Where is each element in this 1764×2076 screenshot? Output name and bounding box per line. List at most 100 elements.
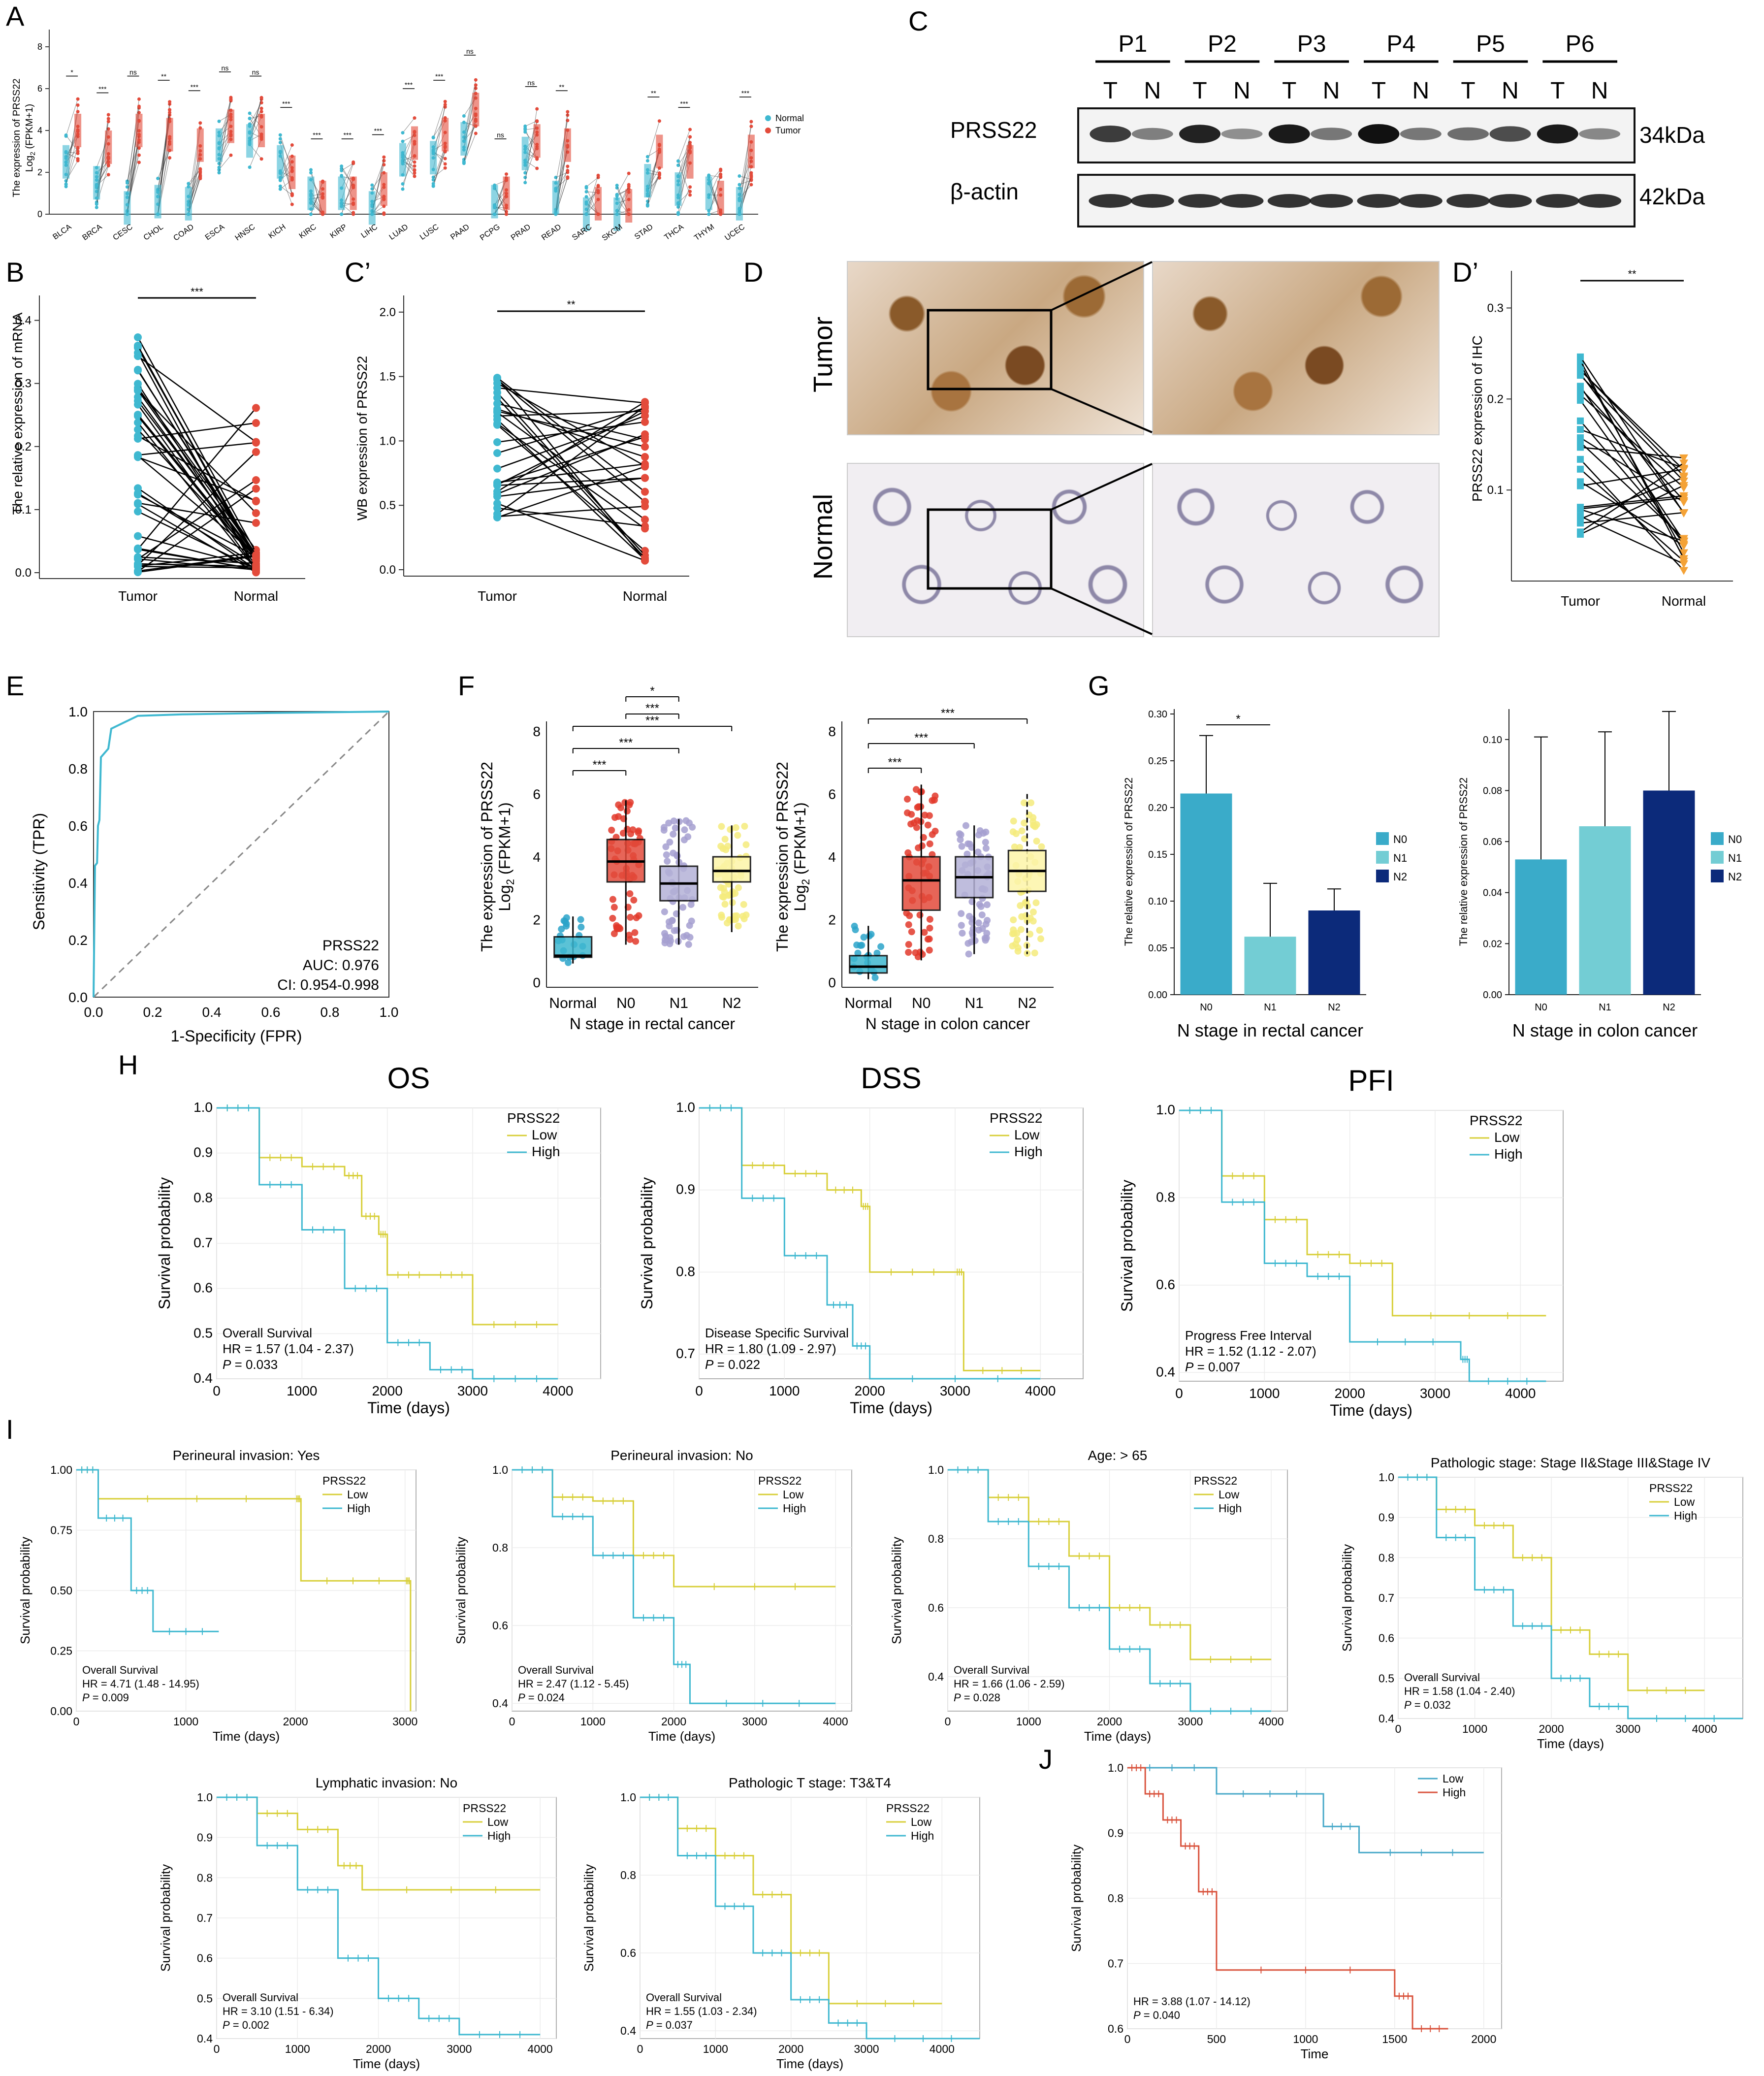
- pair-line: [1580, 509, 1684, 542]
- km-subtitle: Overall Survival: [223, 1326, 312, 1340]
- tumor-point: [493, 374, 501, 382]
- a-tumor-box: [350, 176, 357, 210]
- pair-line: [1580, 516, 1684, 565]
- ytick-label: 0.1: [15, 503, 32, 517]
- a-tumor-point: [229, 153, 233, 157]
- a-normal-box: [613, 197, 621, 231]
- g-ytick-label: 0.05: [1148, 943, 1167, 954]
- f-point: [962, 822, 969, 829]
- f-point: [729, 888, 737, 896]
- g-ytick-label: 0.02: [1483, 939, 1502, 949]
- f-point: [976, 901, 983, 908]
- a-pair-line: [586, 177, 599, 187]
- a-sig-label: ***: [680, 99, 688, 107]
- a-tumor-box: [380, 172, 387, 206]
- km-xtick-label: 1000: [769, 1383, 800, 1398]
- tumor-point: [493, 438, 501, 446]
- blot-band-beta-actin: [1089, 194, 1132, 208]
- tumor-point: [1577, 396, 1584, 404]
- panel-a: The expression of PRSS22 Log2 (FPKM+1) 0…: [0, 20, 886, 266]
- f-point: [577, 923, 585, 931]
- pair-line: [497, 466, 645, 519]
- a-sig-label: ***: [741, 89, 750, 97]
- a-tumor-box: [625, 189, 633, 223]
- a-pair-line: [433, 151, 446, 184]
- a-tumor-point: [749, 120, 753, 124]
- g-group-label: N2: [1328, 1002, 1341, 1013]
- pair-line: [497, 410, 645, 448]
- a-tumor-point: [413, 174, 417, 178]
- ytick-label: 2.0: [380, 306, 396, 319]
- km-legend-title: PRSS22: [1194, 1474, 1237, 1487]
- a-tumor-point: [76, 97, 80, 101]
- f-point: [1011, 843, 1018, 850]
- a-sig-label: ns: [466, 47, 474, 55]
- f-point: [625, 932, 633, 939]
- f-point: [958, 910, 965, 917]
- blot-band-prss22: [1489, 126, 1531, 142]
- f-point: [672, 824, 679, 832]
- blot-patient-label: P2: [1208, 31, 1237, 57]
- ihc-tumor-high-mag: [1152, 261, 1440, 435]
- f-group-label: N1: [670, 995, 688, 1011]
- f-point: [667, 937, 674, 944]
- km-xtick-label: 0: [637, 2043, 643, 2055]
- panel-b-chart: The relative expression of mRNA 0.0 0.1 0.…: [10, 286, 305, 604]
- g-legend-swatch: [1376, 851, 1389, 864]
- f-point: [908, 928, 915, 936]
- normal-point: [252, 476, 260, 484]
- km-p-value: P = 0.040: [1133, 2009, 1180, 2021]
- km-xtick-label: 4000: [1259, 1715, 1284, 1728]
- a-tumor-point: [382, 163, 386, 167]
- f-point: [626, 890, 634, 898]
- a-sig-label: ns: [129, 68, 137, 76]
- km-plot-I2: 0 1000 2000 3000 4000 0.4 0.6 0.8 1.0 Time (days)…: [453, 1448, 852, 1744]
- km-legend-title: PRSS22: [990, 1110, 1042, 1126]
- g-ytick-label: 0.10: [1148, 896, 1167, 907]
- a-normal-point: [738, 183, 741, 187]
- km-xtick-label: 2000: [366, 2043, 391, 2055]
- a-tumor-point: [76, 146, 80, 150]
- f-point: [1010, 817, 1017, 825]
- km-xtick-label: 4000: [930, 2043, 955, 2055]
- a-tumor-point: [443, 99, 447, 103]
- panel-d-labels: Tumor Normal: [808, 317, 838, 580]
- a-tumor-point: [688, 190, 692, 194]
- pair-line: [497, 421, 645, 443]
- a-sig-label: *: [70, 68, 73, 76]
- km-xtick-label: 2000: [1335, 1386, 1365, 1401]
- tumor-point: [493, 479, 501, 487]
- a-tumor-point: [749, 175, 753, 179]
- g-bar: [1244, 937, 1296, 995]
- km-hr: HR = 3.88 (1.07 - 14.12): [1133, 1995, 1251, 2008]
- km-ylabel: Survival probability: [18, 1537, 32, 1644]
- pair-line: [497, 503, 645, 561]
- f-point: [563, 920, 570, 928]
- a-normal-point: [431, 184, 435, 188]
- a-normal-point: [248, 117, 252, 121]
- km-curve-high: [512, 1469, 836, 1704]
- tumor-point: [493, 384, 501, 392]
- km-legend-label: Low: [1494, 1130, 1520, 1145]
- pair-line: [1580, 495, 1684, 508]
- km-title: PFI: [1348, 1064, 1394, 1097]
- km-legend-title: PRSS22: [463, 1802, 506, 1815]
- km-xtick-label: 4000: [543, 1383, 573, 1398]
- panel-e-xlabel: 1-Specificity (FPR): [171, 1027, 302, 1045]
- f-point: [615, 813, 622, 820]
- f-point: [670, 817, 677, 825]
- a-tumor-point: [566, 113, 570, 117]
- pair-line: [497, 419, 645, 560]
- a-sig-label: ns: [222, 64, 229, 72]
- km-title: Pathologic T stage: T3&T4: [729, 1775, 891, 1790]
- g-legend-label: N1: [1393, 852, 1407, 864]
- f-point: [966, 841, 973, 848]
- tumor-point: [1577, 385, 1584, 392]
- panel-d-prime-sig: **: [1628, 268, 1636, 280]
- panel-letter-c: C: [908, 5, 929, 36]
- pair-line: [1579, 386, 1685, 542]
- pair-line: [497, 412, 645, 520]
- a-tumor-box: [442, 118, 449, 152]
- f-point: [965, 912, 973, 920]
